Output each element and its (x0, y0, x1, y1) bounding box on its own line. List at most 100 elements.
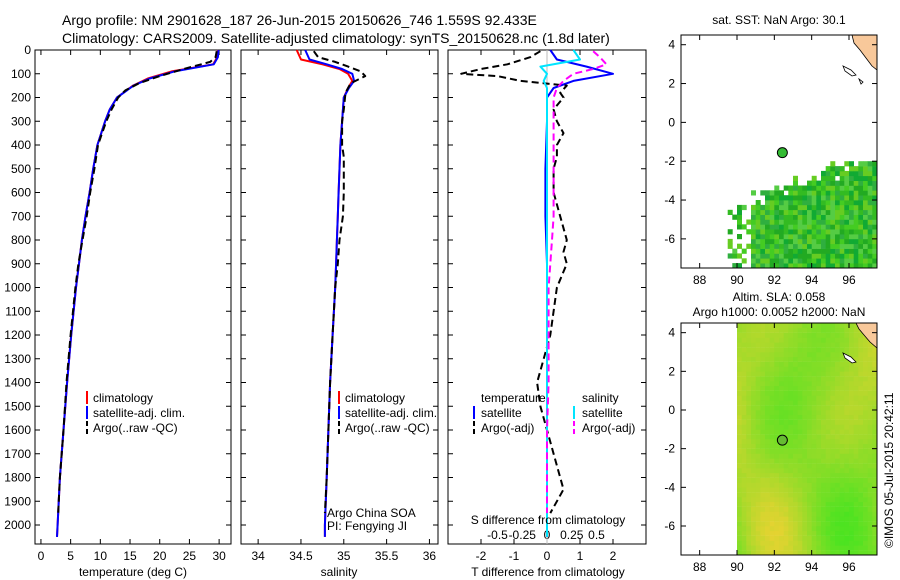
sst-cell (853, 258, 859, 264)
sla-cell (765, 332, 770, 338)
sla-cell (769, 501, 775, 507)
sla-cell (769, 439, 775, 445)
sla-cell (769, 550, 775, 555)
sla-cell (746, 458, 752, 464)
sst-cell (858, 204, 864, 211)
sst-cell (816, 263, 822, 268)
sst-xtick-label: 92 (768, 273, 782, 287)
sla-cell (774, 550, 780, 555)
sla-cell (737, 400, 742, 406)
temperature-legend: climatology satellite-adj. clim. Argo(..… (86, 391, 185, 435)
sla-cell (853, 332, 859, 338)
sla-cell (807, 482, 812, 488)
sla-cell (765, 323, 770, 329)
sla-cell (779, 482, 784, 488)
sst-cell (844, 243, 850, 249)
sla-cell (746, 371, 752, 377)
legend-s-satellite-label: satellite (582, 406, 623, 420)
sla-cell (849, 337, 854, 343)
sst-cell (746, 229, 752, 235)
sla-cell (802, 419, 808, 425)
sla-cell (853, 390, 859, 396)
sst-cell (760, 243, 766, 249)
sst-cell (872, 238, 877, 245)
sst-cell (727, 243, 733, 249)
sst-cell (858, 190, 864, 196)
sla-cell (802, 448, 808, 454)
sst-cell (858, 200, 864, 206)
legend-t-argo-label: Argo(-adj) (481, 421, 534, 435)
sla-cell (807, 410, 812, 416)
sst-cell (765, 258, 770, 264)
sla-cell (765, 424, 770, 430)
sst-cell (793, 214, 798, 220)
sla-cell (765, 342, 770, 348)
sla-cell (853, 419, 859, 425)
sla-cell (779, 477, 784, 483)
sst-cell (867, 214, 873, 220)
sla-cell (872, 540, 877, 546)
sla-cell (853, 361, 859, 367)
sla-cell (779, 443, 784, 449)
sst-cell (816, 214, 822, 220)
sla-cell (849, 443, 854, 449)
sla-cell (737, 395, 742, 401)
sla-cell (825, 419, 831, 425)
sla-cell (853, 535, 859, 541)
sla-cell (760, 342, 766, 348)
sla-cell (737, 376, 742, 382)
sst-cell (755, 263, 761, 268)
sst-cell (774, 229, 780, 235)
sst-cell (760, 209, 766, 215)
sla-cell (746, 414, 752, 420)
sla-cell (835, 327, 840, 333)
sla-cell (858, 390, 864, 396)
sla-cell (760, 390, 766, 396)
sst-cell (853, 214, 859, 220)
sst-cell (844, 161, 850, 167)
sst-cell (839, 248, 845, 254)
sla-cell (816, 323, 822, 329)
sla-cell (755, 516, 761, 522)
sst-cell (849, 224, 854, 230)
sst-cell (802, 185, 808, 191)
sla-cell (751, 366, 756, 372)
sla-cell (816, 530, 822, 536)
sla-cell (765, 371, 770, 377)
sst-cell (741, 258, 747, 264)
sla-cell (867, 487, 873, 493)
temperature-axis-ticks: 0 5 10 15 20 25 300100200300400500600700800900… (4, 43, 231, 563)
sla-cell (839, 497, 845, 503)
sla-cell (825, 332, 831, 338)
sst-cell (807, 248, 812, 254)
sla-cell (825, 366, 831, 372)
sla-cell (755, 521, 761, 527)
sla-cell (872, 419, 877, 425)
sst-cell (811, 224, 817, 230)
sst-cell (802, 219, 808, 225)
sst-cell (765, 253, 770, 259)
sst-cell (863, 175, 868, 181)
sla-cell (849, 448, 854, 454)
sla-cell (788, 439, 794, 445)
sla-cell (825, 337, 831, 343)
sst-cell (793, 253, 798, 259)
sla-cell (788, 458, 794, 464)
sla-cell (825, 497, 831, 503)
sla-cell (849, 545, 854, 551)
sst-cell (816, 253, 822, 259)
sst-cell (779, 229, 784, 235)
sla-cell (793, 497, 798, 503)
sla-cell (811, 482, 817, 488)
sst-cell (793, 248, 798, 254)
sla-cell (835, 385, 840, 391)
sla-cell (751, 453, 756, 459)
sst-cell (844, 170, 850, 177)
sla-cell (863, 371, 868, 377)
sla-cell (741, 405, 747, 411)
sst-cell (783, 248, 789, 254)
sla-cell (797, 429, 803, 435)
sla-cell (779, 332, 784, 338)
sla-cell (755, 482, 761, 488)
sla-cell (797, 535, 803, 541)
